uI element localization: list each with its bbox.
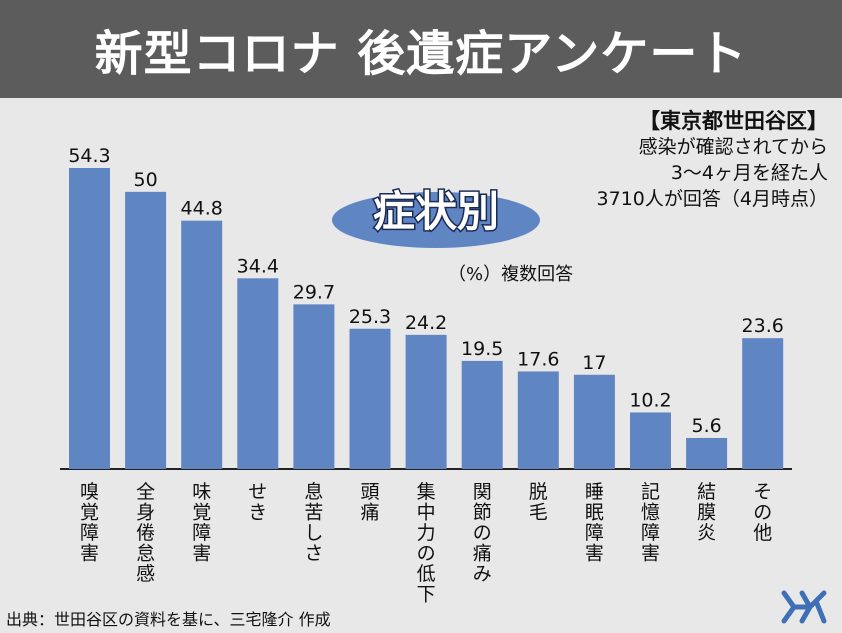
data-label-1: 50: [134, 169, 158, 191]
source-credit: 出典：世田谷区の資料を基に、三宅隆介 作成: [6, 610, 331, 629]
bar-10: [630, 412, 671, 469]
bar-9: [573, 374, 615, 469]
data-label-2: 44.8: [181, 198, 223, 220]
category-badge: 症状別: [332, 186, 540, 248]
bar-3: [237, 278, 279, 469]
data-label-9: 17: [582, 352, 606, 374]
data-label-5: 25.3: [349, 306, 391, 328]
bar-7: [461, 360, 503, 469]
page-title: 新型コロナ 後遺症アンケート: [94, 26, 748, 82]
badge-label: 症状別: [373, 187, 499, 236]
data-label-12: 23.6: [742, 315, 784, 337]
bar-12: [742, 338, 784, 469]
data-label-6: 24.2: [405, 312, 447, 334]
data-label-4: 29.7: [293, 281, 335, 303]
category-label-2: 味覚障害: [192, 481, 211, 565]
bar-2: [181, 220, 223, 469]
survey-info: 【東京都世田谷区】 感染が確認されてから 3〜4ヶ月を経た人 3710人が回答（…: [597, 108, 828, 212]
badge-ellipse: [332, 192, 540, 248]
category-label-6: 集中力の低下: [417, 481, 436, 606]
survey-info-line-1: 感染が確認されてから: [638, 136, 828, 158]
category-label-7: 関節の痛み: [473, 481, 492, 585]
data-label-8: 17.6: [517, 348, 559, 370]
header-bar: 新型コロナ 後遺症アンケート: [0, 0, 842, 98]
category-label-8: 脱毛: [529, 481, 548, 524]
bar-5: [349, 328, 391, 469]
data-label-10: 10.2: [629, 389, 671, 411]
category-label-9: 睡眠障害: [585, 481, 604, 565]
category-label-0: 嗅覚障害: [80, 481, 99, 565]
bar-4: [293, 304, 335, 469]
category-label-12: その他: [753, 481, 772, 544]
category-label-3: せき: [248, 481, 267, 524]
bar-6: [405, 334, 447, 469]
author-logo-icon: [781, 590, 827, 624]
category-label-10: 記憶障害: [641, 481, 660, 565]
bar-11: [686, 437, 728, 469]
survey-info-line-3: 3710人が回答（4月時点）: [596, 188, 828, 210]
bar-0: [69, 168, 110, 469]
bar-8: [517, 371, 559, 469]
data-label-7: 19.5: [461, 338, 503, 360]
survey-region: 【東京都世田谷区】: [639, 109, 828, 133]
category-label-1: 全身倦怠感: [136, 481, 155, 585]
category-label-4: 息苦しさ: [304, 481, 323, 565]
category-label-11: 結膜炎: [697, 481, 716, 544]
data-label-11: 5.6: [691, 415, 721, 437]
unit-note: （%）複数回答: [448, 264, 574, 285]
data-label-0: 54.3: [68, 145, 110, 167]
survey-info-line-2: 3〜4ヶ月を経た人: [670, 162, 828, 184]
bar-1: [125, 191, 167, 469]
category-label-5: 頭痛: [360, 481, 379, 524]
data-label-3: 34.4: [237, 255, 279, 277]
